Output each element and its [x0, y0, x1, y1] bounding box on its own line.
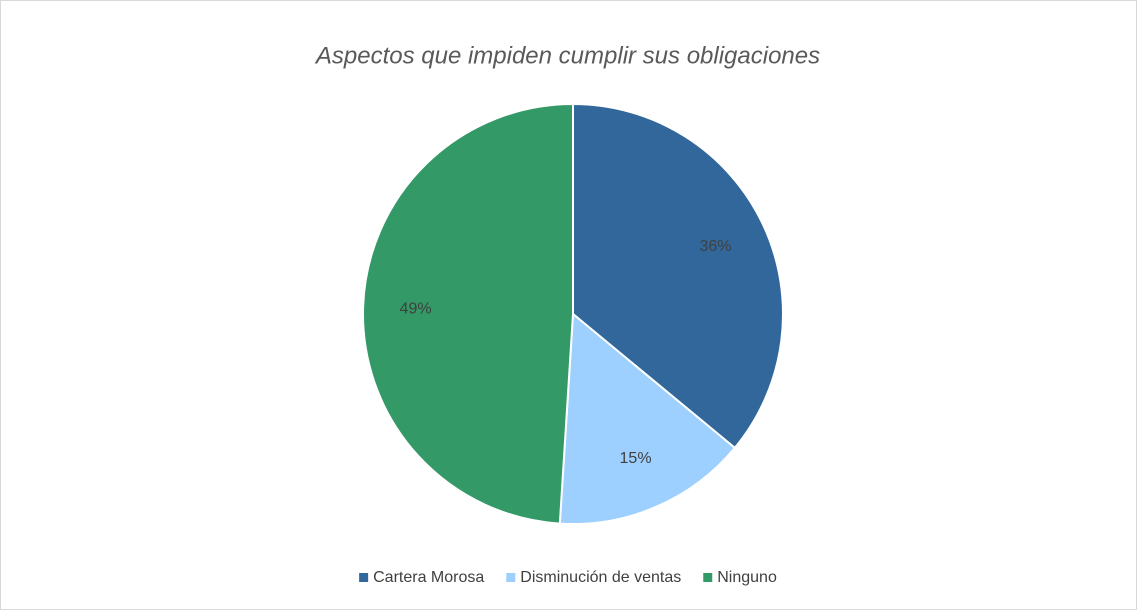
legend-swatch — [506, 573, 516, 582]
legend-swatch — [703, 573, 713, 582]
pie-slice — [558, 311, 737, 525]
data-label: 15% — [620, 450, 652, 467]
legend-label: Disminución de ventas — [520, 569, 681, 586]
chart-title: Aspectos que impiden cumplir sus obligac… — [314, 42, 820, 69]
legend-swatch — [359, 573, 369, 582]
legend-label: Ninguno — [717, 569, 777, 586]
data-label: 36% — [699, 238, 731, 255]
pie-slice — [572, 102, 784, 450]
legend-label: Cartera Morosa — [373, 569, 484, 586]
pie-slice — [362, 102, 574, 525]
data-label: 49% — [400, 300, 432, 317]
